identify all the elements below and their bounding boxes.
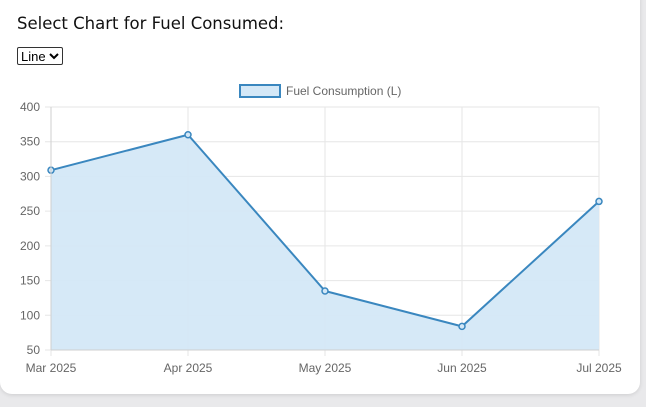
series-area (51, 134, 599, 350)
y-tick-label: 50 (27, 343, 41, 357)
y-tick-label: 200 (20, 239, 40, 253)
x-tick-label: Mar 2025 (26, 361, 77, 375)
chart-type-select[interactable]: Line (17, 47, 63, 65)
x-tick-label: May 2025 (299, 361, 352, 375)
chevron-down-icon (48, 53, 59, 60)
y-tick-label: 350 (20, 135, 40, 149)
chart-series (47, 131, 603, 350)
y-tick-label: 100 (20, 308, 40, 322)
y-tick-label: 150 (20, 274, 40, 288)
chart-type-selected-value: Line (21, 48, 46, 64)
data-point[interactable] (184, 131, 192, 139)
data-point[interactable] (595, 197, 603, 206)
data-point[interactable] (321, 287, 329, 295)
legend-swatch[interactable] (239, 84, 281, 98)
y-tick-label: 400 (20, 100, 40, 114)
page-heading: Select Chart for Fuel Consumed: (17, 14, 285, 33)
chart-axes: 400 350 300 250 200 150 100 50 Mar 2025 Apr 2025 M… (20, 100, 622, 375)
x-tick-label: Apr 2025 (164, 361, 213, 375)
x-tick-label: Jul 2025 (576, 361, 622, 375)
y-tick-label: 300 (20, 169, 40, 183)
legend-label[interactable]: Fuel Consumption (L) (286, 84, 401, 98)
x-tick-label: Jun 2025 (437, 361, 487, 375)
data-point[interactable] (458, 322, 466, 331)
y-tick-label: 250 (20, 204, 40, 218)
chart-legend[interactable]: Fuel Consumption (L) (239, 84, 401, 98)
